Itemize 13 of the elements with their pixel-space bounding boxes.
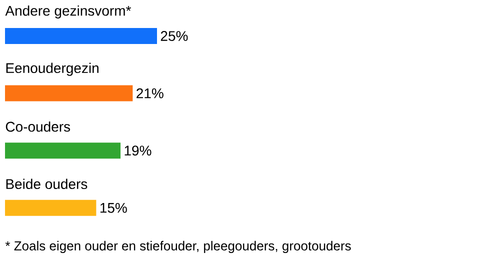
- bar: [5, 200, 96, 216]
- data-label: 21%: [136, 88, 164, 98]
- y-tick-label: Andere gezinsvorm*: [5, 5, 132, 19]
- bar: [5, 85, 133, 102]
- bar: [5, 142, 121, 159]
- data-label: 15%: [100, 202, 127, 213]
- y-tick-label: Co-ouders: [6, 121, 70, 132]
- bar: [5, 28, 158, 44]
- data-label: 25%: [160, 31, 188, 41]
- y-tick-label: Eenoudergezin: [6, 62, 98, 76]
- y-tick-label: Beide ouders: [6, 178, 88, 190]
- data-label: 19%: [124, 146, 152, 156]
- text: * Zoals eigen ouder en stiefouder, pleegouders, grootouders: [5, 240, 351, 254]
